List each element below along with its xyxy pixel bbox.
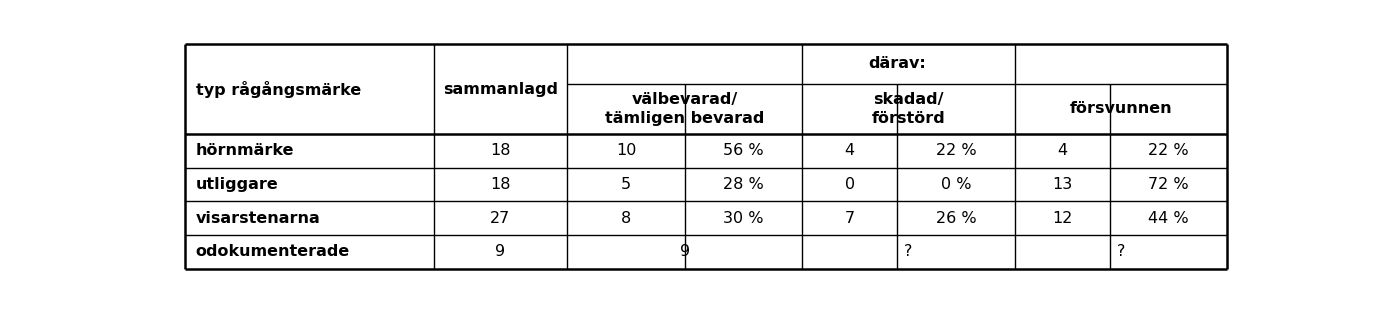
Text: skadad/
förstörd: skadad/ förstörd [871,92,945,126]
Text: odokumenterade: odokumenterade [196,244,350,259]
Text: 9: 9 [679,244,689,259]
Text: hörnmärke: hörnmärke [196,144,295,158]
Text: 30 %: 30 % [723,211,763,226]
Text: därav:: därav: [868,56,926,72]
Text: 22 %: 22 % [1148,144,1189,158]
Text: 18: 18 [491,144,511,158]
Text: 28 %: 28 % [723,177,763,192]
Text: 13: 13 [1053,177,1072,192]
Text: välbevarad/
tämligen bevarad: välbevarad/ tämligen bevarad [605,92,765,126]
Text: 8: 8 [621,211,631,226]
Text: typ rågångsmärke: typ rågångsmärke [196,81,361,98]
Text: 7: 7 [845,211,854,226]
Text: försvunnen: försvunnen [1069,101,1173,116]
Text: 12: 12 [1053,211,1072,226]
Text: 4: 4 [845,144,854,158]
Text: 10: 10 [616,144,637,158]
Text: 44 %: 44 % [1148,211,1189,226]
Text: 18: 18 [491,177,511,192]
Text: utliggare: utliggare [196,177,278,192]
Text: 4: 4 [1057,144,1068,158]
Text: 22 %: 22 % [936,144,976,158]
Text: 27: 27 [491,211,511,226]
Text: 56 %: 56 % [723,144,763,158]
Text: 9: 9 [495,244,506,259]
Text: visarstenarna: visarstenarna [196,211,321,226]
Text: 0 %: 0 % [941,177,971,192]
Text: 26 %: 26 % [936,211,976,226]
Text: ?: ? [1116,244,1126,259]
Text: 5: 5 [621,177,631,192]
Text: 72 %: 72 % [1148,177,1189,192]
Text: sammanlagd: sammanlagd [442,82,558,97]
Text: 0: 0 [845,177,854,192]
Text: ?: ? [904,244,912,259]
